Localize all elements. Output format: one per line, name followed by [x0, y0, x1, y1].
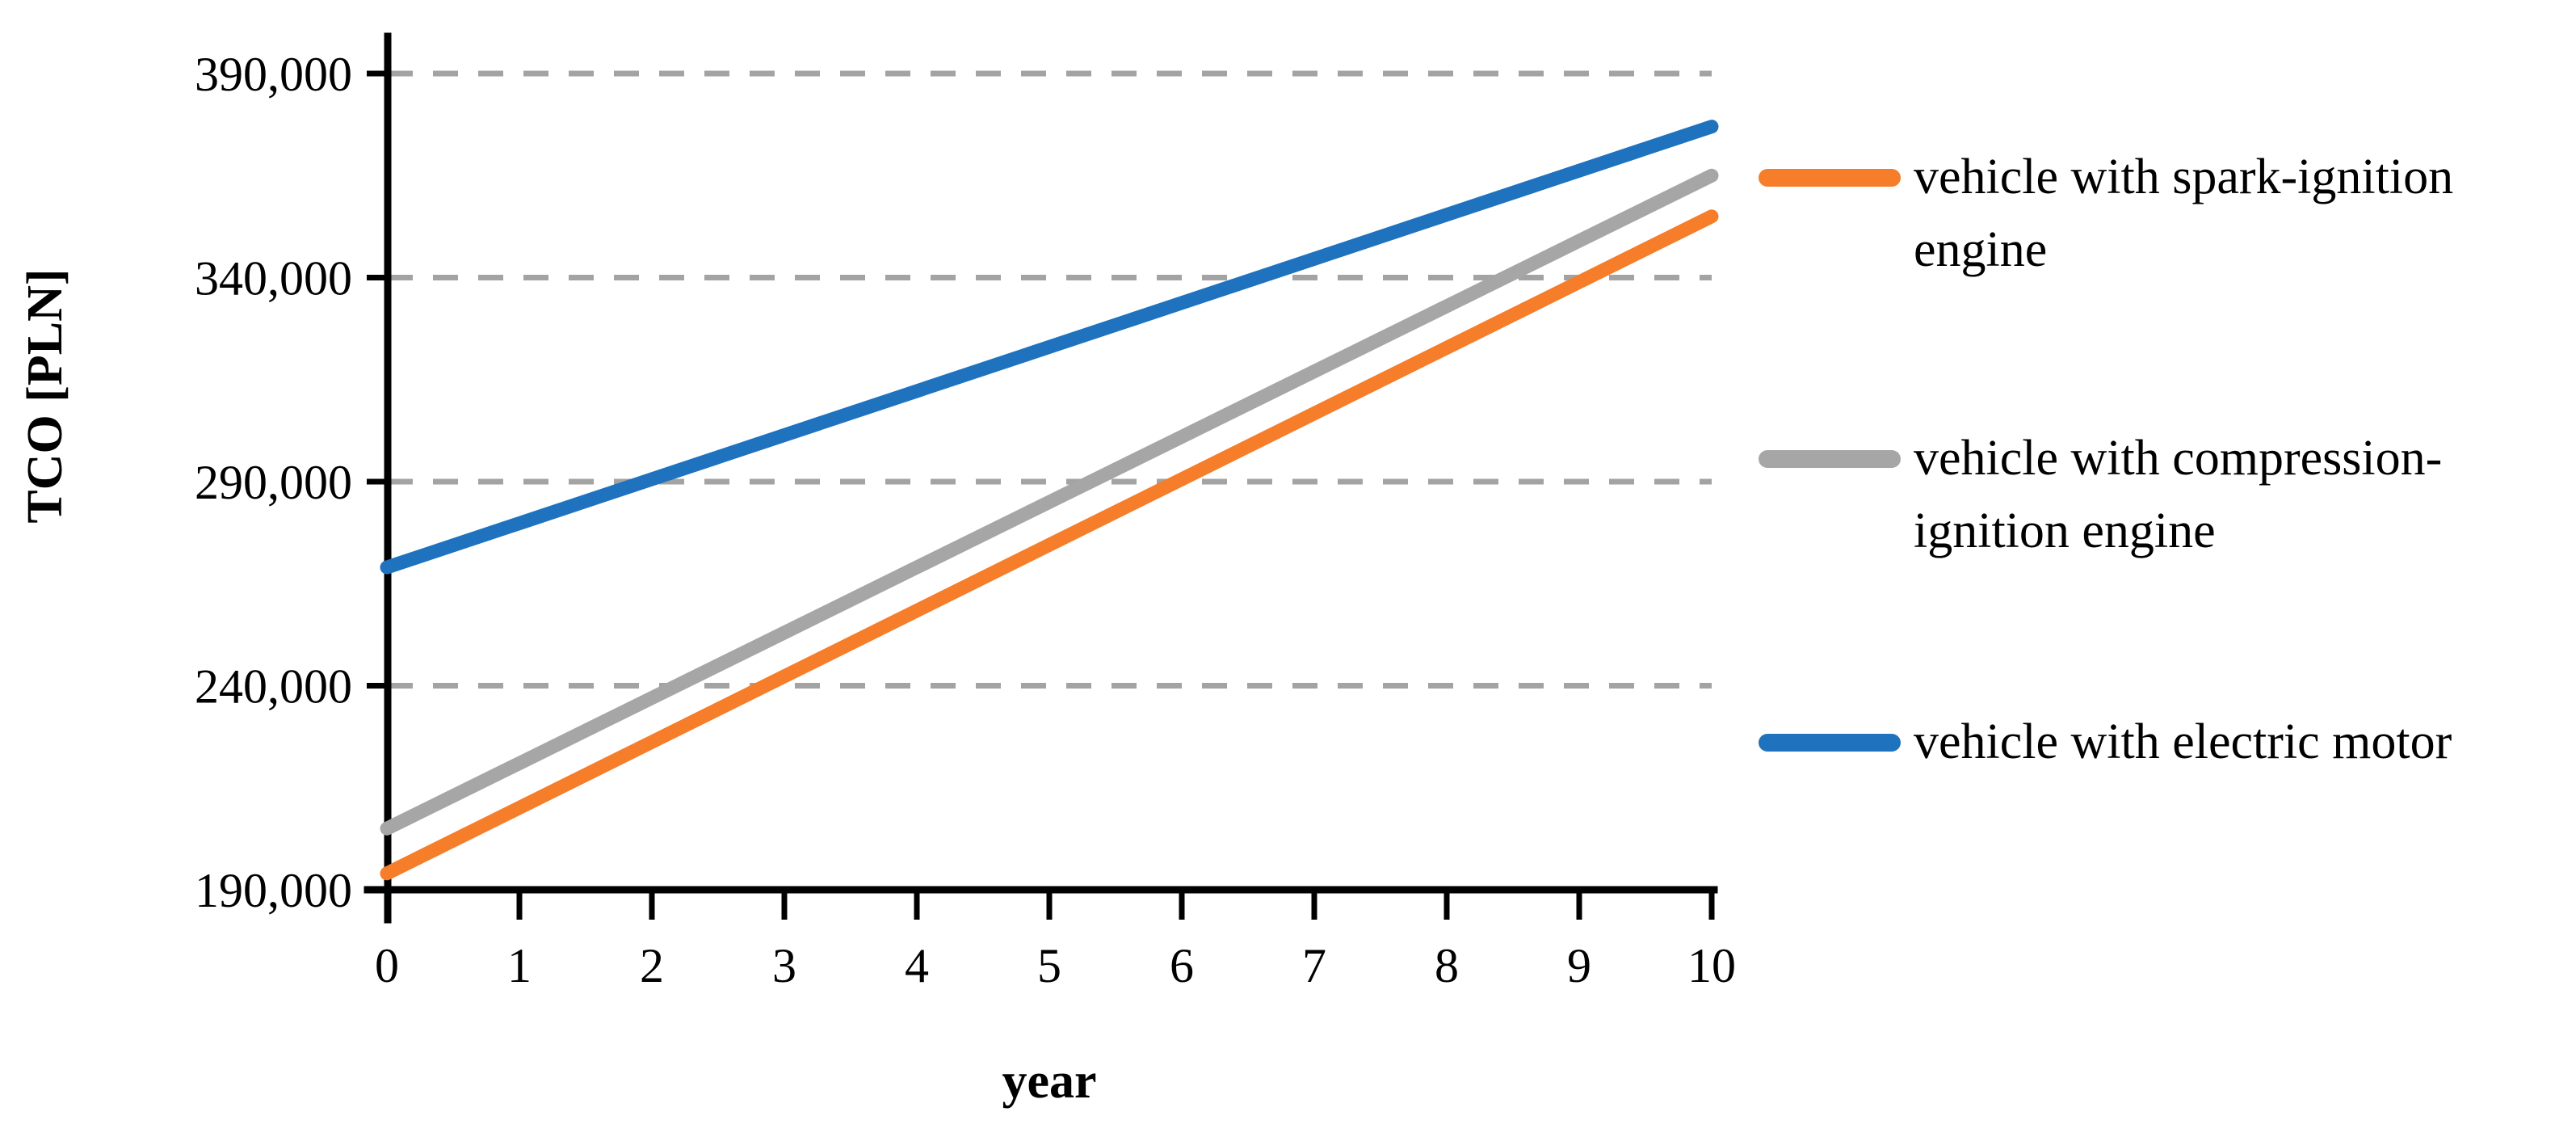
y-axis-title: TCO [PLN]	[18, 268, 73, 523]
tick-labels-layer: 190,000 240,000 290,000 340,000 390,000 0 1 2 3 4…	[195, 48, 1736, 992]
series-line-electric	[380, 120, 1719, 575]
legend-label-electric: vehicle with electric motor	[1914, 714, 2452, 769]
series-line-spark-ignition	[380, 209, 1719, 881]
axes-layer	[363, 32, 1718, 924]
legend-entry-spark-ignition: vehicle with spark-ignition engine	[1759, 141, 2576, 287]
x-tick-label: 10	[1687, 939, 1736, 992]
x-tick-label: 0	[375, 939, 399, 992]
x-axis-title: year	[1002, 1054, 1096, 1109]
legend: vehicle with spark-ignition engine vehic…	[1759, 0, 2576, 1133]
x-tick-label: 5	[1037, 939, 1061, 992]
x-tick-label: 1	[507, 939, 532, 992]
y-tick-label: 190,000	[195, 864, 352, 917]
y-tick-label: 290,000	[195, 456, 352, 509]
legend-label-compression-ignition: vehicle with compression-ignition engine	[1914, 431, 2443, 558]
legend-swatch-spark-ignition	[1759, 169, 1901, 187]
y-tick-label: 390,000	[195, 48, 352, 101]
legend-swatch-compression-ignition	[1759, 450, 1901, 468]
y-tick-label: 240,000	[195, 660, 352, 714]
x-tick-label: 6	[1170, 939, 1194, 992]
x-tick-label: 8	[1435, 939, 1459, 992]
gridlines-layer	[388, 70, 1712, 689]
x-tick-label: 7	[1302, 939, 1326, 992]
x-tick-label: 4	[905, 939, 929, 992]
series-line-compression-ignition	[380, 168, 1719, 836]
legend-swatch-electric	[1759, 734, 1901, 752]
series-layer	[380, 120, 1719, 881]
x-tick-label: 3	[772, 939, 796, 992]
legend-label-spark-ignition: vehicle with spark-ignition engine	[1914, 150, 2454, 277]
legend-entry-electric: vehicle with electric motor	[1759, 706, 2576, 779]
x-tick-label: 9	[1567, 939, 1591, 992]
legend-entry-compression-ignition: vehicle with compression-ignition engine	[1759, 423, 2576, 568]
y-tick-label: 340,000	[195, 252, 352, 305]
x-tick-label: 2	[640, 939, 664, 992]
